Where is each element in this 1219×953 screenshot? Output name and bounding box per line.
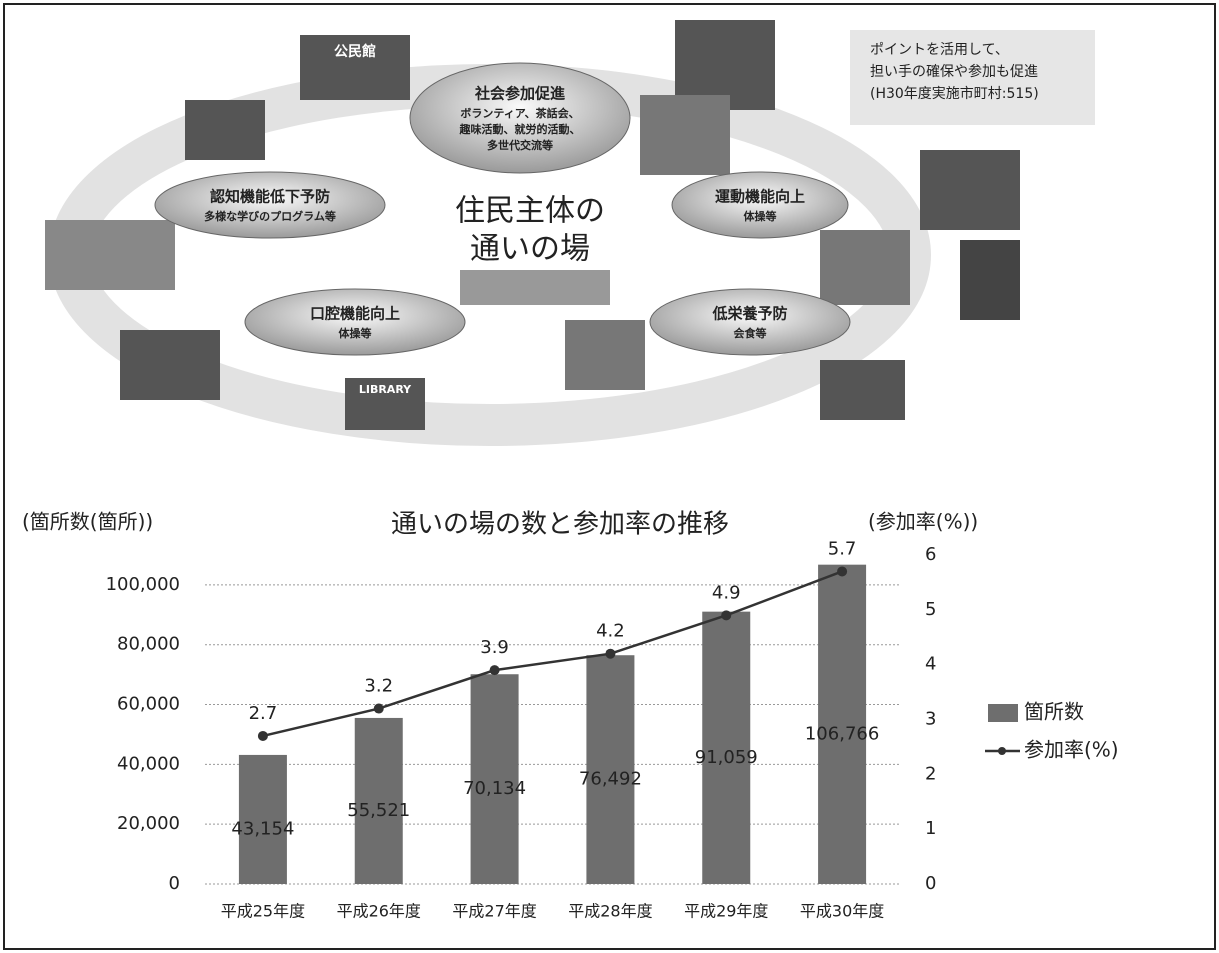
line-value-label: 3.2 — [364, 676, 393, 697]
chart: 通いの場の数と参加率の推移 (箇所数(箇所)) (参加率(%)) 0 20,000 40,… — [22, 510, 1119, 921]
bubble-title: 低栄養予防 — [711, 305, 787, 323]
bubble-line: 多様な学びのプログラム等 — [204, 209, 336, 223]
note-line: (H30年度実施市町村:515) — [870, 85, 1039, 102]
bar-value-label: 91,059 — [695, 747, 758, 768]
people — [820, 230, 910, 305]
building — [45, 220, 175, 290]
line-value-label: 2.7 — [249, 703, 278, 724]
line-point — [257, 730, 268, 741]
y2-tick-label: 2 — [925, 763, 936, 784]
bubble-line: 体操等 — [339, 326, 372, 340]
x-tick-label: 平成30年度 — [800, 902, 884, 921]
bubble — [649, 288, 851, 356]
building — [300, 35, 410, 100]
y2-tick-label: 5 — [925, 599, 936, 620]
y-tick-label: 40,000 — [117, 753, 180, 774]
sign: LIBRARY — [359, 383, 412, 396]
bubble — [409, 62, 631, 174]
bubble-title: 運動機能向上 — [715, 188, 805, 206]
bar-value-label: 106,766 — [805, 723, 879, 744]
building — [820, 360, 905, 420]
frame — [3, 3, 1216, 950]
x-tick-label: 平成26年度 — [337, 902, 421, 921]
bar — [586, 655, 635, 884]
bubble-line: 多世代交流等 — [487, 138, 553, 152]
line-point — [373, 703, 384, 714]
bar-value-label: 70,134 — [463, 778, 526, 799]
center-text: 住民主体の — [455, 194, 605, 229]
building — [345, 378, 425, 430]
people — [460, 270, 610, 305]
bubble — [244, 288, 466, 356]
y2-tick-label: 0 — [925, 873, 936, 894]
x-tick-label: 平成27年度 — [452, 902, 536, 921]
y-tick-label: 0 — [169, 873, 180, 894]
bar-value-label: 55,521 — [347, 800, 410, 821]
people — [640, 95, 730, 175]
x-tick-label: 平成25年度 — [221, 902, 305, 921]
bubble-line: 会食等 — [734, 326, 767, 340]
y-tick-label: 20,000 — [117, 813, 180, 834]
y2-axis-label: (参加率(%)) — [868, 510, 978, 534]
icons — [45, 20, 1020, 430]
x-tick-label: 平成28年度 — [568, 902, 652, 921]
legend-swatch — [998, 747, 1006, 755]
y2-tick-label: 3 — [925, 709, 936, 730]
bubble-line: ボランティア、茶話会、 — [460, 106, 579, 120]
bar — [354, 717, 403, 884]
note-box — [850, 30, 1095, 125]
legend-label: 箇所数 — [1024, 700, 1084, 724]
y-tick-label: 60,000 — [117, 694, 180, 715]
bubble — [671, 171, 849, 239]
line-value-label: 4.9 — [712, 582, 741, 603]
line-value-label: 4.2 — [596, 621, 625, 642]
bubble — [154, 171, 386, 239]
line-value-label: 3.9 — [480, 637, 509, 658]
building — [185, 100, 265, 160]
bar — [702, 611, 751, 884]
bubbles: 社会参加促進ボランティア、茶話会、趣味活動、就労的活動、多世代交流等認知機能低下… — [154, 62, 851, 356]
bubble-line: 趣味活動、就労的活動、 — [459, 122, 581, 136]
tree — [960, 240, 1020, 320]
legend-label: 参加率(%) — [1024, 738, 1119, 762]
y2-tick-label: 6 — [925, 544, 936, 565]
bar-value-label: 76,492 — [579, 769, 642, 790]
bubble-title: 社会参加促進 — [474, 85, 566, 103]
y2-tick-label: 4 — [925, 654, 936, 675]
x-tick-label: 平成29年度 — [684, 902, 768, 921]
bubble-title: 認知機能低下予防 — [210, 188, 330, 206]
y2-tick-label: 1 — [925, 818, 936, 839]
note-line: ポイントを活用して、 — [870, 42, 1009, 58]
bubble-line: 体操等 — [744, 209, 777, 223]
line — [262, 570, 843, 738]
bar-value-label: 43,154 — [231, 818, 294, 839]
line-point — [489, 665, 500, 676]
line-point — [605, 648, 616, 659]
legend-swatch — [988, 704, 1018, 722]
bar — [818, 564, 867, 884]
note-line: 担い手の確保や参加も促進 — [870, 63, 1038, 80]
sign: 公民館 — [334, 43, 376, 60]
people — [565, 320, 645, 390]
building — [120, 330, 220, 400]
bar — [238, 754, 287, 884]
y-axis-label: (箇所数(箇所)) — [22, 510, 153, 534]
chart-title: 通いの場の数と参加率の推移 — [391, 510, 729, 540]
bar — [470, 674, 519, 884]
line-value-label: 5.7 — [828, 538, 857, 559]
building — [920, 150, 1020, 230]
line-point — [721, 610, 732, 621]
y-tick-label: 80,000 — [117, 634, 180, 655]
center-text: 通いの場 — [470, 232, 590, 267]
y-tick-label: 100,000 — [106, 574, 180, 595]
line-point — [837, 566, 848, 577]
bubble-title: 口腔機能向上 — [310, 305, 400, 323]
